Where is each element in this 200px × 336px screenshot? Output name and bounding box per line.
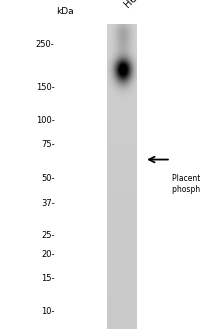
Text: HeLa: HeLa — [122, 0, 147, 10]
Text: kDa: kDa — [56, 7, 74, 16]
Text: Placental alkaline
phosphatase (PLAP): Placental alkaline phosphatase (PLAP) — [172, 174, 200, 194]
